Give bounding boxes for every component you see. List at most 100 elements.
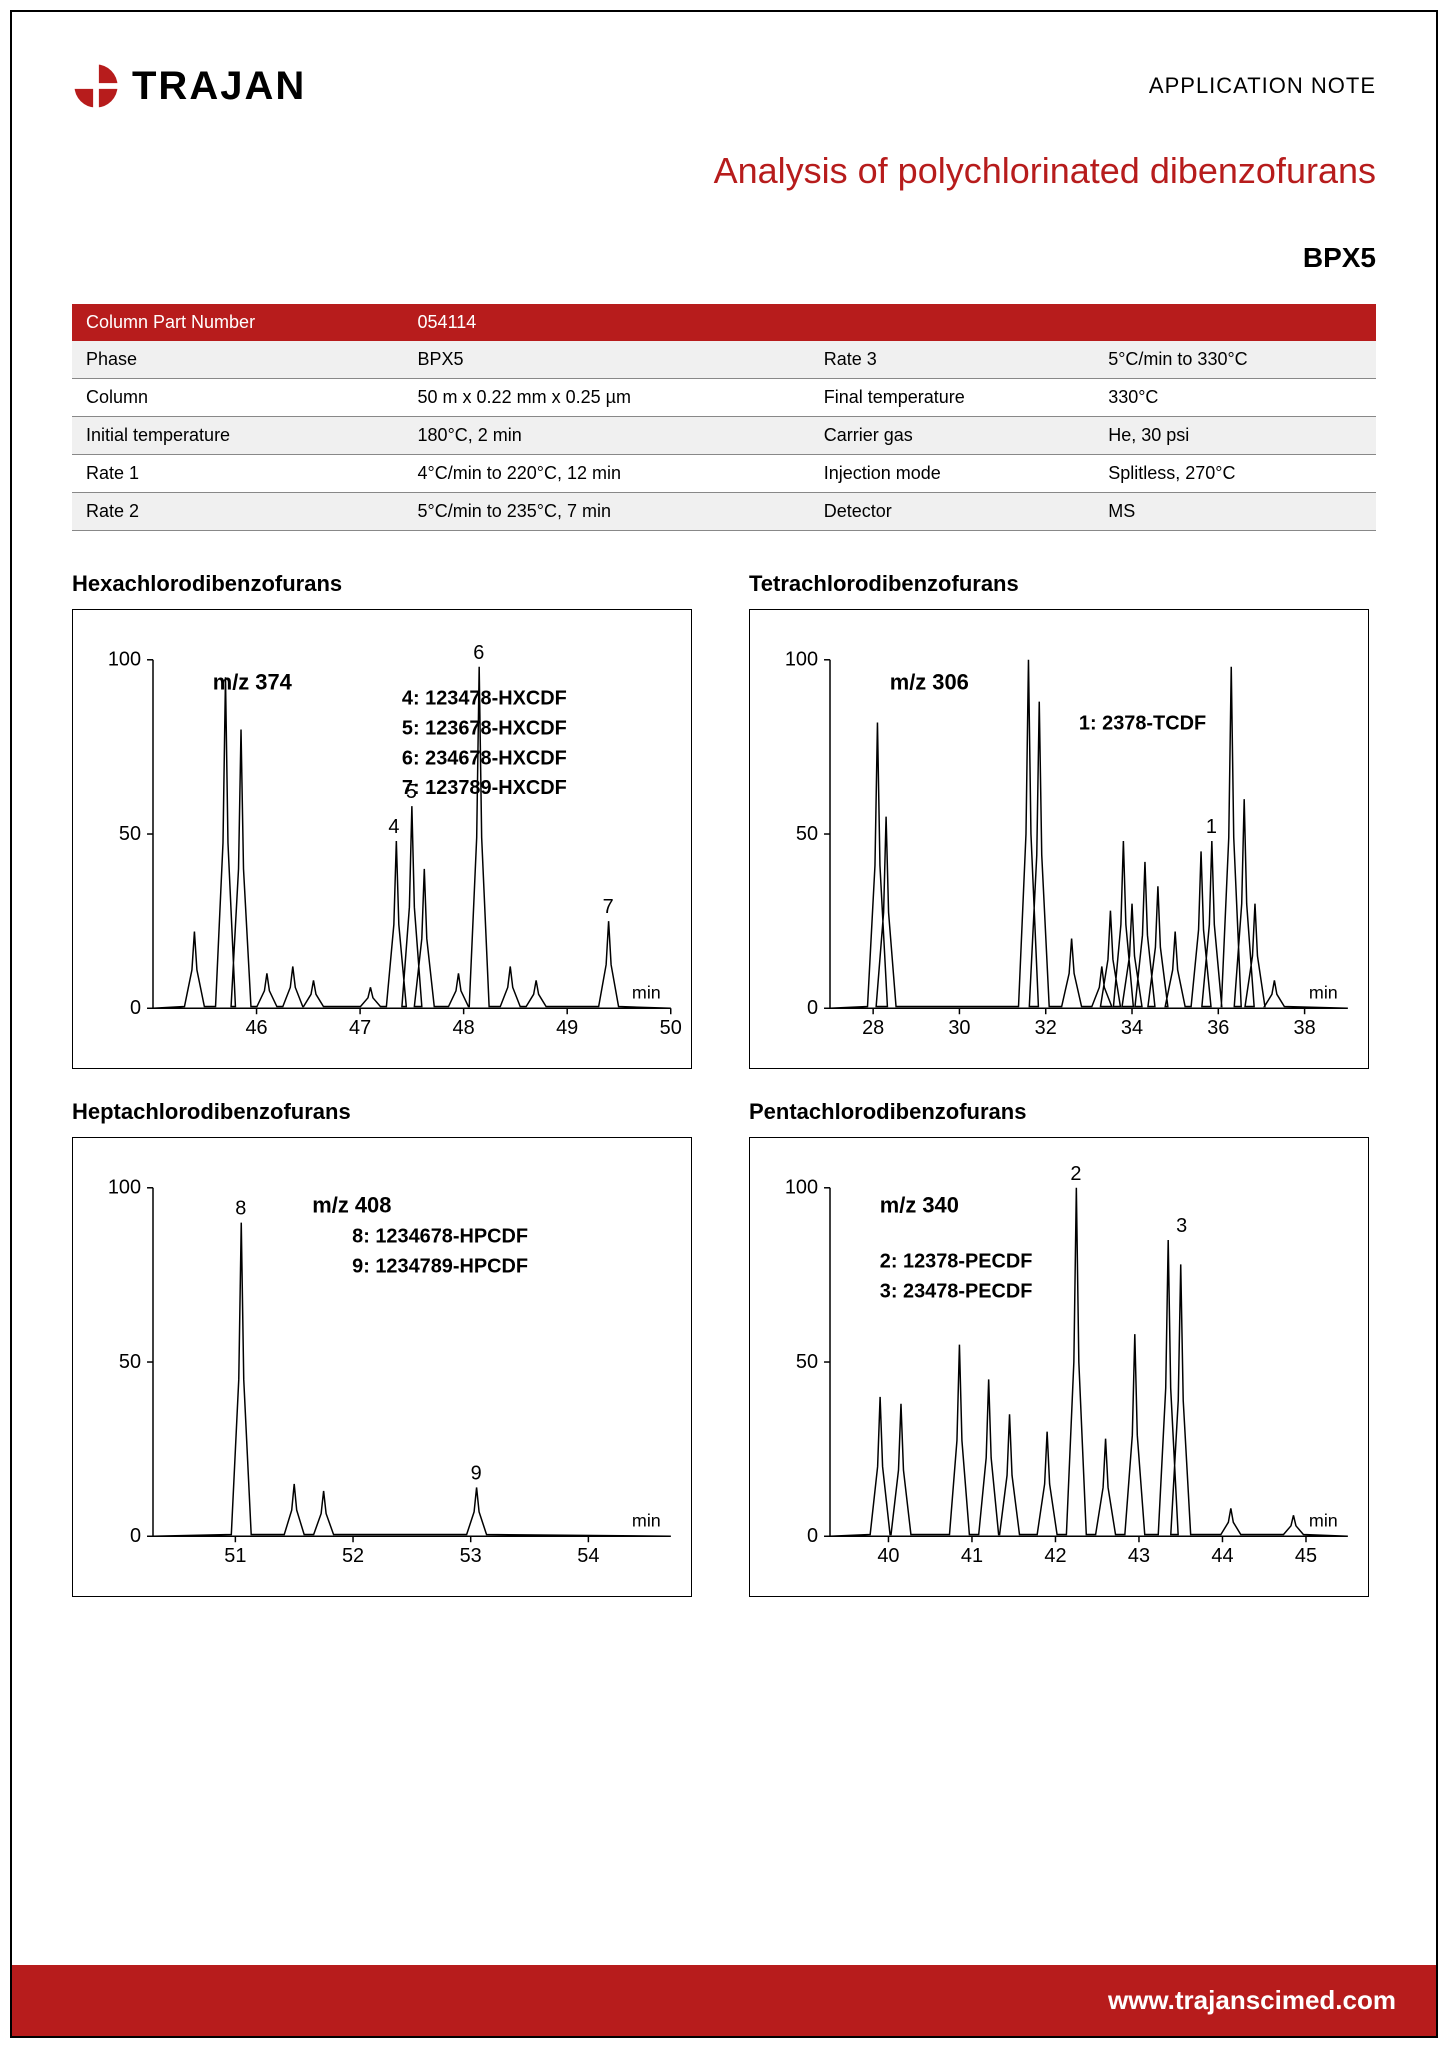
table-cell: Rate 2: [72, 493, 404, 531]
chart-block: Pentachlorodibenzofurans 0 50 100 40 41 42 43 44…: [749, 1099, 1376, 1597]
svg-text:44: 44: [1211, 1545, 1233, 1567]
table-cell: Rate 1: [72, 455, 404, 493]
table-cell: Splitless, 270°C: [1094, 455, 1376, 493]
svg-text:0: 0: [807, 1525, 818, 1547]
svg-text:1: 2378-TCDF: 1: 2378-TCDF: [1079, 712, 1206, 734]
svg-text:2: 12378-PECDF: 2: 12378-PECDF: [880, 1250, 1033, 1272]
svg-text:4: 123478-HXCDF: 4: 123478-HXCDF: [402, 688, 567, 710]
chart-title: Pentachlorodibenzofurans: [749, 1099, 1376, 1125]
svg-text:100: 100: [785, 1177, 818, 1199]
page-subtitle: BPX5: [72, 242, 1376, 274]
svg-text:50: 50: [119, 1351, 141, 1373]
chromatogram-svg: 05010046474849504567m/z 3744: 123478-HXC…: [73, 610, 691, 1068]
svg-text:36: 36: [1207, 1017, 1229, 1039]
svg-text:9: 1234789-HPCDF: 9: 1234789-HPCDF: [352, 1255, 528, 1277]
svg-text:47: 47: [349, 1017, 371, 1039]
svg-text:m/z 340: m/z 340: [880, 1193, 959, 1218]
svg-text:46: 46: [245, 1017, 267, 1039]
page: TRAJAN APPLICATION NOTE Analysis of poly…: [10, 10, 1438, 2038]
table-cell: 50 m x 0.22 mm x 0.25 µm: [404, 379, 810, 417]
chart-title: Tetrachlorodibenzofurans: [749, 571, 1376, 597]
svg-text:5: 123678-HXCDF: 5: 123678-HXCDF: [402, 717, 567, 739]
svg-text:40: 40: [877, 1545, 899, 1567]
svg-text:100: 100: [108, 649, 141, 671]
table-cell: 5°C/min to 330°C: [1094, 341, 1376, 379]
logo: TRAJAN: [72, 62, 306, 110]
svg-text:45: 45: [1295, 1545, 1317, 1567]
table-row: Column50 m x 0.22 mm x 0.25 µmFinal temp…: [72, 379, 1376, 417]
table-row: Initial temperature180°C, 2 minCarrier g…: [72, 417, 1376, 455]
svg-text:0: 0: [130, 1525, 141, 1547]
params-table: Column Part Number054114 PhaseBPX5Rate 3…: [72, 304, 1376, 531]
svg-text:min: min: [632, 982, 661, 1002]
svg-text:1: 1: [1206, 816, 1217, 838]
svg-text:min: min: [1309, 1510, 1338, 1530]
table-cell: Final temperature: [810, 379, 1094, 417]
page-title: Analysis of polychlorinated dibenzofuran…: [72, 150, 1376, 192]
svg-text:9: 9: [471, 1463, 482, 1485]
table-header-cell: [810, 304, 1094, 341]
table-cell: Phase: [72, 341, 404, 379]
svg-text:7: 123789-HXCDF: 7: 123789-HXCDF: [402, 777, 567, 799]
svg-text:3: 23478-PECDF: 3: 23478-PECDF: [880, 1280, 1033, 1302]
header: TRAJAN APPLICATION NOTE: [72, 62, 1376, 110]
table-cell: 4°C/min to 220°C, 12 min: [404, 455, 810, 493]
svg-text:6: 234678-HXCDF: 6: 234678-HXCDF: [402, 747, 567, 769]
svg-text:30: 30: [948, 1017, 970, 1039]
table-row: Rate 14°C/min to 220°C, 12 minInjection …: [72, 455, 1376, 493]
svg-text:32: 32: [1035, 1017, 1057, 1039]
svg-text:8: 1234678-HPCDF: 8: 1234678-HPCDF: [352, 1226, 528, 1248]
svg-text:50: 50: [119, 823, 141, 845]
svg-text:49: 49: [556, 1017, 578, 1039]
svg-text:51: 51: [224, 1545, 246, 1567]
svg-text:54: 54: [577, 1545, 599, 1567]
table-header-cell: 054114: [404, 304, 810, 341]
svg-text:m/z 374: m/z 374: [213, 670, 293, 695]
svg-text:38: 38: [1294, 1017, 1316, 1039]
svg-text:7: 7: [603, 896, 614, 918]
footer: www.trajanscimed.com: [12, 1965, 1436, 2036]
table-cell: 330°C: [1094, 379, 1376, 417]
table-cell: Column: [72, 379, 404, 417]
table-cell: Detector: [810, 493, 1094, 531]
table-cell: MS: [1094, 493, 1376, 531]
svg-text:100: 100: [785, 649, 818, 671]
svg-text:48: 48: [453, 1017, 475, 1039]
chart-block: Heptachlorodibenzofurans 0 50 100 51 52 53 54 8 9…: [72, 1099, 699, 1597]
charts-grid: Hexachlorodibenzofurans05010046474849504…: [72, 571, 1376, 1597]
table-row: Rate 25°C/min to 235°C, 7 minDetectorMS: [72, 493, 1376, 531]
doc-type: APPLICATION NOTE: [1149, 73, 1376, 99]
svg-text:min: min: [632, 1510, 661, 1530]
svg-text:34: 34: [1121, 1017, 1143, 1039]
svg-text:42: 42: [1044, 1545, 1066, 1567]
svg-text:43: 43: [1128, 1545, 1150, 1567]
logo-icon: [72, 62, 120, 110]
svg-text:min: min: [1309, 982, 1338, 1002]
svg-text:50: 50: [660, 1017, 682, 1039]
chart-block: Hexachlorodibenzofurans05010046474849504…: [72, 571, 699, 1069]
chart-box: 05010040414243444523m/z 3402: 12378-PECD…: [749, 1137, 1369, 1597]
table-cell: Injection mode: [810, 455, 1094, 493]
table-header-cell: Column Part Number: [72, 304, 404, 341]
table-cell: He, 30 psi: [1094, 417, 1376, 455]
chart-box: 0501005152535489m/z 4088: 1234678-HPCDF9…: [72, 1137, 692, 1597]
chart-title: Heptachlorodibenzofurans: [72, 1099, 699, 1125]
svg-text:6: 6: [473, 642, 484, 664]
table-row: PhaseBPX5Rate 35°C/min to 330°C: [72, 341, 1376, 379]
table-cell: Initial temperature: [72, 417, 404, 455]
svg-text:53: 53: [460, 1545, 482, 1567]
chart-box: 0501002830323436381m/z 3061: 2378-TCDFmi…: [749, 609, 1369, 1069]
svg-text:50: 50: [796, 1351, 818, 1373]
svg-text:52: 52: [342, 1545, 364, 1567]
chromatogram-svg: 0501005152535489m/z 4088: 1234678-HPCDF9…: [73, 1138, 691, 1596]
chart-title: Hexachlorodibenzofurans: [72, 571, 699, 597]
svg-text:8: 8: [235, 1198, 246, 1220]
svg-text:41: 41: [961, 1545, 983, 1567]
chart-block: Tetrachlorodibenzofurans0501002830323436…: [749, 571, 1376, 1069]
svg-text:50: 50: [796, 823, 818, 845]
svg-text:100: 100: [108, 1177, 141, 1199]
table-cell: Carrier gas: [810, 417, 1094, 455]
table-cell: 5°C/min to 235°C, 7 min: [404, 493, 810, 531]
svg-text:0: 0: [130, 997, 141, 1019]
svg-text:4: 4: [388, 816, 399, 838]
